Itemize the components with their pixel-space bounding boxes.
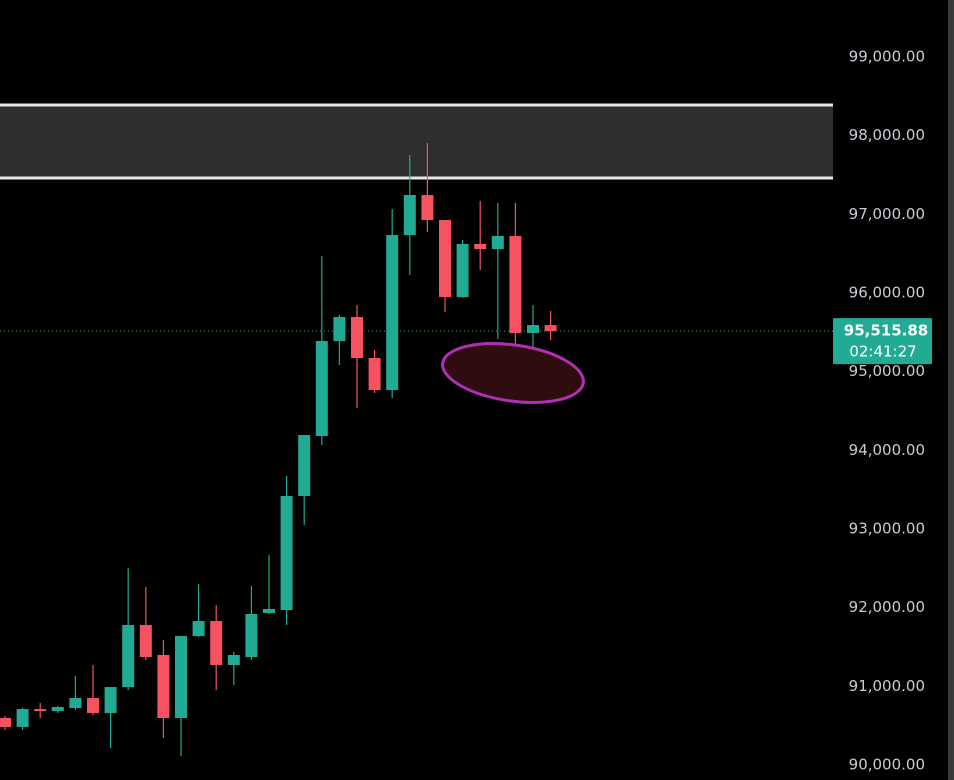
last-price-label: 95,515.88 [844,322,928,340]
last-price-box [833,318,932,365]
candle-body [139,625,152,658]
y-tick-label: 95,000.00 [849,362,925,380]
candle-body [421,195,434,221]
candle-body [69,698,82,709]
candle-body [192,621,205,637]
annotation-ellipse [441,342,585,404]
candle-body [509,236,522,334]
y-tick-label: 99,000.00 [849,48,925,66]
y-tick-label: 96,000.00 [849,284,925,302]
candle-body [104,687,117,713]
scrollbar [948,0,954,780]
candle-body [175,636,187,719]
candle-body [263,608,275,613]
candle-body [16,709,29,727]
candle-body [474,244,487,250]
candle-body [527,325,539,334]
candle-body [315,341,328,436]
y-tick-label: 94,000.00 [849,441,925,459]
candle-body [245,614,258,658]
countdown: 02:41:27 [849,343,916,361]
plot-area [0,103,833,757]
candle-body [210,621,223,665]
candle-body [403,195,416,236]
candle-body [439,220,451,298]
candle-body [544,325,557,332]
y-tick-label: 90,000.00 [849,756,925,774]
candle-body [333,317,346,342]
candle-body [280,496,293,610]
candle-body [386,235,399,391]
candle-body [368,358,381,391]
candle-body [34,709,47,712]
candle-body [0,718,11,727]
candle-body [351,317,363,359]
candle-body [157,654,170,719]
candle-body [298,435,311,497]
y-tick-label: 98,000.00 [849,126,925,144]
y-tick-label: 92,000.00 [849,598,925,616]
candle-body [227,654,240,665]
candle-body [51,706,64,712]
price-axis: 90,000.00 91,000.00 92,000.00 93,000.00 94,0… [833,48,932,774]
candle-body [456,244,469,298]
zone [0,105,833,179]
y-tick-label: 93,000.00 [849,520,925,538]
candle-body [491,236,504,250]
y-tick-label: 97,000.00 [849,205,925,223]
y-tick-label: 91,000.00 [849,677,925,695]
candle-body [87,698,99,713]
candle-body [122,625,135,688]
